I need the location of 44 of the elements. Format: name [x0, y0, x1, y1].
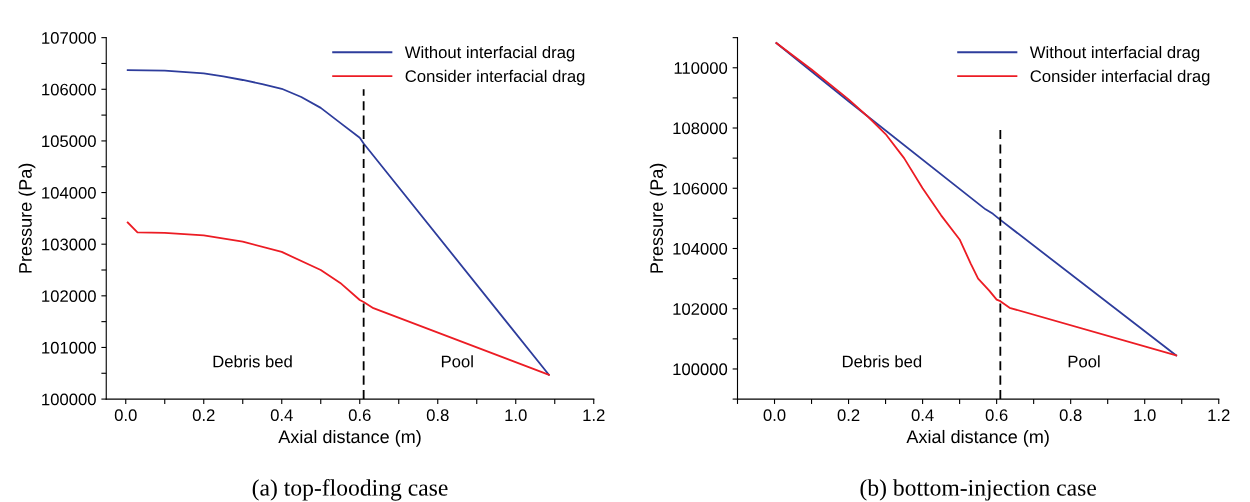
text: (a) top-flooding case	[252, 478, 448, 501]
y-tick-label: 106000	[42, 83, 96, 96]
y-tick-label: 106000	[673, 182, 728, 195]
legend-label: Without interfacial drag	[1029, 45, 1200, 62]
x-axis-title: Axial distance (m)	[278, 429, 421, 447]
y-tick-label: 110000	[674, 62, 728, 74]
x-tick-label: 0.0	[763, 409, 786, 422]
annotation: Debris bed	[213, 355, 292, 368]
y-tick-label: 100000	[42, 393, 96, 406]
legend-label: Consider interfacial drag	[405, 69, 585, 86]
annotation: Pool	[441, 355, 473, 368]
y-tick-label: 104000	[673, 242, 728, 255]
x-tick-label: 0.4	[270, 409, 293, 422]
x-tick-label: 0.8	[426, 409, 449, 422]
x-tick-label: 0.6	[348, 409, 371, 422]
x-tick-label: 0.2	[192, 409, 215, 422]
x-tick-label: 1.2	[583, 409, 605, 421]
legend-label: Consider interfacial drag	[1030, 69, 1210, 86]
y-axis-title: Pressure (Pa)	[18, 163, 36, 273]
y-tick-label: 102000	[42, 290, 96, 303]
y-tick-label: 107000	[42, 32, 96, 44]
annotation: Debris bed	[842, 355, 922, 368]
y-tick-label: 103000	[42, 238, 96, 251]
annotation: Pool	[1068, 355, 1100, 368]
y-tick-label: 100000	[673, 363, 728, 376]
y-tick-label: 101000	[42, 341, 96, 354]
x-tick-label: 0.4	[911, 409, 934, 422]
y-tick-label: 105000	[42, 135, 96, 148]
x-axis-title: Axial distance (m)	[906, 429, 1049, 447]
line-series	[126, 69, 550, 376]
legend-label: Without interfacial drag	[404, 45, 575, 62]
x-tick-label: 1.0	[505, 409, 527, 422]
x-tick-label: 0.6	[985, 409, 1008, 422]
y-axis-title: Pressure (Pa)	[649, 163, 667, 273]
x-tick-label: 0.8	[1059, 409, 1082, 422]
y-tick-label: 102000	[673, 303, 728, 315]
x-tick-label: 1.0	[1134, 409, 1156, 422]
y-tick-label: 104000	[42, 186, 96, 199]
line-series	[126, 221, 550, 376]
text: (b) bottom-injection case	[860, 479, 1096, 501]
x-tick-label: 0.0	[114, 409, 137, 422]
x-tick-label: 1.2	[1208, 409, 1230, 421]
y-tick-label: 108000	[673, 122, 728, 135]
x-tick-label: 0.2	[837, 409, 860, 422]
